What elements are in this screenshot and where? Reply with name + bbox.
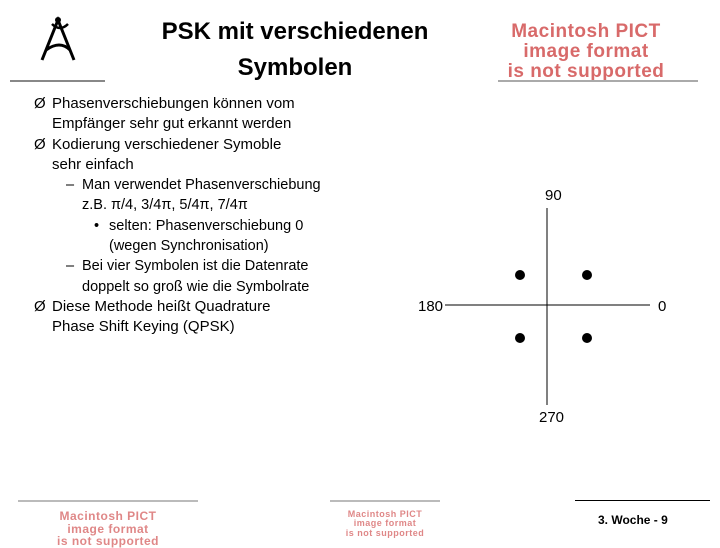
label-0: 0	[658, 298, 666, 315]
pict-line-2: image format	[353, 518, 417, 529]
pict-line-3: is not supported	[345, 527, 425, 538]
sub-bullet-item: – Bei vier Symbolen ist die Datenrate do…	[34, 256, 394, 297]
label-270: 270	[539, 409, 564, 426]
pict-placeholder-top: Macintosh PICT image format is not suppo…	[472, 22, 700, 82]
bullet-text: Diese Methode heißt Quadrature	[52, 297, 271, 315]
pict-placeholder-bottom-left: Macintosh PICT image format is not suppo…	[18, 510, 198, 548]
label-90: 90	[545, 187, 562, 204]
pict-line-3: is not supported	[507, 60, 665, 82]
title-rule	[10, 80, 105, 82]
constellation-point	[515, 333, 525, 343]
university-logo	[40, 15, 76, 61]
footer-rule-middle	[330, 500, 440, 502]
sub-sub-bullet-text: (wegen Synchronisation)	[109, 238, 269, 255]
pict-line-1: Macintosh PICT	[59, 509, 157, 523]
title-line-2: Symbolen	[237, 54, 353, 81]
bullet-item: Ø Phasenverschiebungen können vom Empfän…	[34, 94, 394, 135]
bullet-item: Ø Kodierung verschiedener Symoble sehr e…	[34, 135, 394, 176]
bullet-text: Phase Shift Keying (QPSK)	[52, 318, 235, 336]
sub-bullet-item: – Man verwendet Phasenverschiebung z.B. …	[34, 175, 394, 216]
sub-sub-bullet-item: • selten: Phasenverschiebung 0 (wegen Sy…	[34, 216, 394, 257]
pict-line-3: is not supported	[57, 534, 159, 548]
arrow-bullet-icon: Ø	[34, 135, 46, 153]
bullet-item: Ø Diese Methode heißt Quadrature Phase S…	[34, 297, 394, 338]
bullet-text: Empfänger sehr gut erkannt werden	[52, 115, 292, 133]
sub-bullet-text: Bei vier Symbolen ist die Datenrate	[82, 258, 309, 275]
sub-bullet-text: z.B. π/4, 3/4π, 5/4π, 7/4π	[82, 197, 248, 214]
dash-bullet-icon: –	[66, 258, 75, 275]
pict-line-1: Macintosh PICT	[511, 21, 661, 42]
sub-bullet-text: Man verwendet Phasenverschiebung	[82, 177, 321, 194]
footer-rule	[575, 500, 710, 501]
footer-rule-left	[18, 500, 198, 502]
bullet-text: Phasenverschiebungen können vom	[52, 95, 295, 112]
pict-rule	[498, 80, 698, 82]
pict-line-2: image format	[523, 40, 649, 62]
qpsk-constellation-diagram: 90 180 0 270	[418, 187, 666, 426]
pict-placeholder-bottom-middle: Macintosh PICT image format is not suppo…	[330, 509, 440, 538]
pict-line-2: image format	[67, 521, 149, 536]
constellation-point	[515, 270, 525, 280]
sub-bullet-text: doppelt so groß wie die Symbolrate	[82, 278, 310, 295]
title-line-1: PSK mit verschiedenen	[161, 18, 429, 45]
slide-title: PSK mit verschiedenen Symbolen	[120, 14, 470, 86]
arrow-bullet-icon: Ø	[34, 95, 46, 112]
bullet-text: Kodierung verschiedener Symoble	[52, 135, 282, 153]
dash-bullet-icon: –	[66, 177, 75, 194]
arrow-bullet-icon: Ø	[34, 297, 46, 315]
pict-line-1: Macintosh PICT	[347, 509, 423, 519]
constellation-point	[582, 333, 592, 343]
bullet-list: Ø Phasenverschiebungen können vom Empfän…	[34, 94, 394, 338]
label-180: 180	[418, 298, 443, 315]
dot-bullet-icon: •	[94, 217, 100, 234]
sub-sub-bullet-text: selten: Phasenverschiebung 0	[109, 217, 304, 234]
bullet-text: sehr einfach	[52, 155, 134, 173]
slide-number: 3. Woche - 9	[598, 513, 668, 527]
constellation-point	[582, 270, 592, 280]
